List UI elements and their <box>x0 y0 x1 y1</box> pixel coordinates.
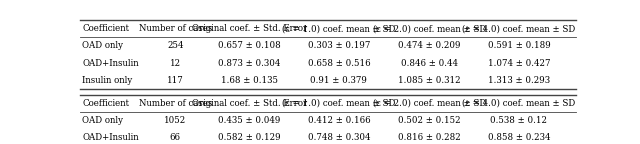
Text: 0.873 ± 0.304: 0.873 ± 0.304 <box>218 58 281 68</box>
Text: 0.538 ± 0.12: 0.538 ± 0.12 <box>490 116 547 125</box>
Text: 66: 66 <box>170 133 180 142</box>
Text: 0.303 ± 0.197: 0.303 ± 0.197 <box>308 41 370 50</box>
Text: (ε = 1.0) coef. mean ± SD: (ε = 1.0) coef. mean ± SD <box>282 99 396 108</box>
Text: 0.816 ± 0.282: 0.816 ± 0.282 <box>398 133 461 142</box>
Text: 0.412 ± 0.166: 0.412 ± 0.166 <box>308 116 370 125</box>
Text: Number of cases: Number of cases <box>138 99 212 108</box>
Text: (ε = 4.0) coef. mean ± SD: (ε = 4.0) coef. mean ± SD <box>462 24 575 33</box>
Text: Coefficient: Coefficient <box>83 24 129 33</box>
Text: 0.748 ± 0.304: 0.748 ± 0.304 <box>308 133 370 142</box>
Text: (ε = 4.0) coef. mean ± SD: (ε = 4.0) coef. mean ± SD <box>462 99 575 108</box>
Text: (ε = 2.0) coef. mean ± SD: (ε = 2.0) coef. mean ± SD <box>373 99 486 108</box>
Text: 0.591 ± 0.189: 0.591 ± 0.189 <box>488 41 550 50</box>
Text: 12: 12 <box>170 58 180 68</box>
Text: 1.68 ± 0.135: 1.68 ± 0.135 <box>221 76 278 85</box>
Text: 0.846 ± 0.44: 0.846 ± 0.44 <box>401 58 458 68</box>
Text: Original coef. ± Std. Error: Original coef. ± Std. Error <box>192 99 307 108</box>
Text: 0.658 ± 0.516: 0.658 ± 0.516 <box>308 58 370 68</box>
Text: 0.435 ± 0.049: 0.435 ± 0.049 <box>218 116 281 125</box>
Text: OAD only: OAD only <box>83 116 124 125</box>
Text: 1.074 ± 0.427: 1.074 ± 0.427 <box>488 58 550 68</box>
Text: (ε = 2.0) coef. mean ± SD: (ε = 2.0) coef. mean ± SD <box>373 24 486 33</box>
Text: 0.858 ± 0.234: 0.858 ± 0.234 <box>488 133 550 142</box>
Text: Coefficient: Coefficient <box>83 99 129 108</box>
Text: (ε = 1.0) coef. mean ± SD: (ε = 1.0) coef. mean ± SD <box>282 24 396 33</box>
Text: 0.657 ± 0.108: 0.657 ± 0.108 <box>218 41 281 50</box>
Text: Original coef. ± Std. Error: Original coef. ± Std. Error <box>192 24 307 33</box>
Text: OAD+Insulin: OAD+Insulin <box>83 133 139 142</box>
Text: 1052: 1052 <box>164 116 186 125</box>
Text: 0.582 ± 0.129: 0.582 ± 0.129 <box>218 133 281 142</box>
Text: OAD+Insulin: OAD+Insulin <box>83 58 139 68</box>
Text: 117: 117 <box>167 76 184 85</box>
Text: 0.502 ± 0.152: 0.502 ± 0.152 <box>398 116 461 125</box>
Text: 0.474 ± 0.209: 0.474 ± 0.209 <box>399 41 461 50</box>
Text: 1.085 ± 0.312: 1.085 ± 0.312 <box>398 76 461 85</box>
Text: 254: 254 <box>167 41 184 50</box>
Text: OAD only: OAD only <box>83 41 124 50</box>
Text: Insulin only: Insulin only <box>83 76 132 85</box>
Text: Number of cases: Number of cases <box>138 24 212 33</box>
Text: 1.313 ± 0.293: 1.313 ± 0.293 <box>488 76 550 85</box>
Text: 0.91 ± 0.379: 0.91 ± 0.379 <box>310 76 367 85</box>
